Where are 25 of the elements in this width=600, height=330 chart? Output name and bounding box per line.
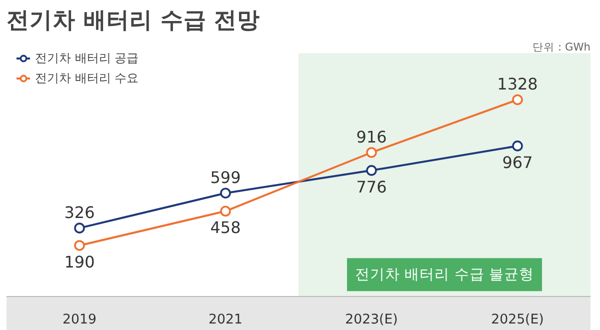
point — [74, 240, 85, 251]
data-label: 916 — [356, 127, 387, 146]
point — [366, 147, 377, 158]
point — [220, 188, 231, 198]
x-tick-label: 2021 — [208, 312, 242, 328]
data-label: 326 — [64, 203, 95, 222]
chart-title: 전기차 배터리 수급 전망 — [6, 8, 260, 34]
data-label: 458 — [210, 218, 241, 238]
data-label: 1328 — [497, 74, 538, 94]
band-label: 전기차 배터리 수급 불균형 — [355, 266, 534, 284]
point — [512, 94, 523, 106]
data-label: 190 — [64, 252, 95, 272]
point — [366, 165, 377, 176]
x-tick-label: 2023(E) — [345, 312, 398, 328]
text: 단위 : GWh — [532, 40, 591, 54]
legend-label: 전기차 배터리 수요 — [35, 70, 139, 86]
data-label: 599 — [210, 168, 241, 188]
x-tick-label: 2019 — [62, 312, 96, 328]
point — [74, 222, 85, 234]
point — [220, 206, 231, 217]
x-tick-label: 2025(E) — [491, 312, 544, 328]
data-label: 967 — [502, 152, 533, 172]
data-label: 776 — [356, 177, 387, 196]
legend-label: 전기차 배터리 공급 — [35, 50, 139, 66]
point — [512, 140, 523, 152]
